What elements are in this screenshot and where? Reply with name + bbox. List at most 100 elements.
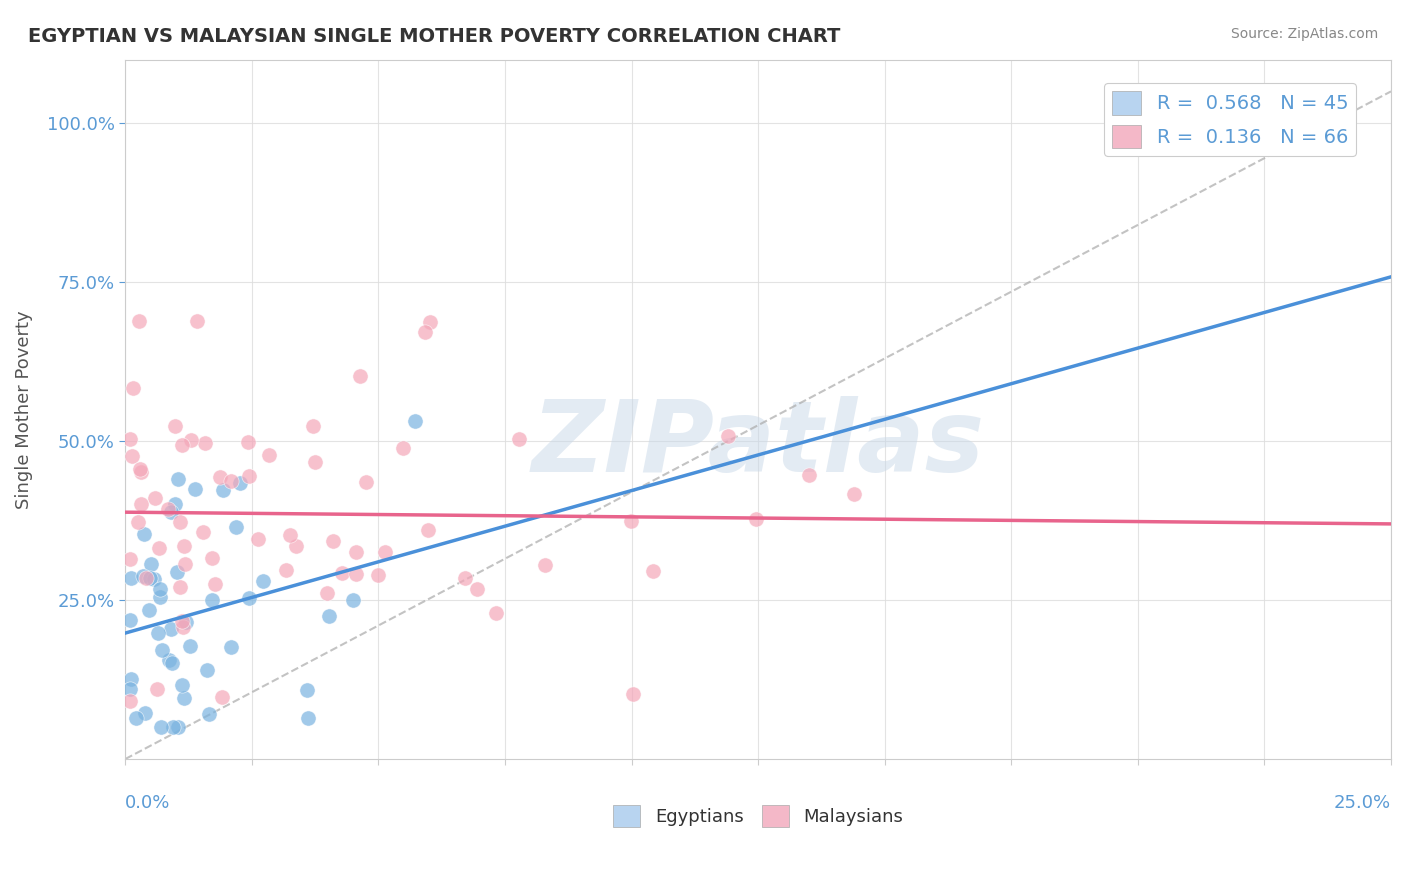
Point — [194, 435, 217, 450]
Point — [157, 653, 180, 667]
Point — [211, 690, 233, 704]
Point — [173, 691, 195, 706]
Point — [121, 381, 143, 395]
Point — [297, 682, 319, 697]
Point — [139, 571, 162, 585]
Point — [120, 433, 142, 447]
Point — [172, 614, 194, 628]
Point — [416, 523, 439, 537]
Point — [367, 567, 389, 582]
Point — [318, 609, 340, 624]
Point — [160, 656, 183, 670]
Point — [276, 563, 298, 577]
Point — [169, 515, 191, 529]
Point — [180, 434, 202, 448]
Point — [186, 314, 208, 328]
Point — [167, 472, 190, 486]
Point — [174, 557, 197, 571]
Point — [173, 539, 195, 553]
Point — [148, 626, 170, 640]
Point — [165, 419, 187, 434]
Point — [132, 527, 155, 541]
Point — [179, 639, 201, 653]
Point — [150, 643, 173, 657]
Point — [229, 475, 252, 490]
Point — [641, 564, 664, 578]
Point — [139, 558, 162, 572]
Point — [174, 615, 197, 629]
Point — [146, 681, 169, 696]
Point — [302, 419, 325, 434]
Point — [315, 586, 337, 600]
Text: ZIPatlas: ZIPatlas — [531, 396, 984, 492]
Point — [129, 465, 152, 479]
Point — [404, 414, 426, 428]
Point — [453, 570, 475, 584]
Point — [132, 569, 155, 583]
Point — [259, 448, 281, 462]
Point — [148, 541, 170, 556]
Point — [252, 574, 274, 589]
Point — [797, 467, 820, 482]
Point — [128, 461, 150, 475]
Point — [485, 606, 508, 620]
Point — [212, 483, 235, 497]
Point — [157, 502, 180, 516]
Point — [533, 558, 555, 572]
Point — [374, 544, 396, 558]
Point — [198, 706, 221, 721]
Point — [120, 551, 142, 566]
Point — [219, 640, 242, 654]
Point — [163, 497, 186, 511]
Point — [172, 620, 194, 634]
Point — [322, 534, 344, 549]
Point — [149, 590, 172, 604]
Point — [204, 577, 226, 591]
Point — [349, 368, 371, 383]
Point — [236, 434, 259, 449]
Point — [149, 720, 172, 734]
Point — [621, 687, 644, 701]
Point — [238, 469, 260, 483]
Point — [120, 571, 142, 585]
Point — [184, 482, 207, 496]
Point — [304, 455, 326, 469]
Point — [120, 613, 142, 627]
Point — [342, 593, 364, 607]
Point — [134, 706, 156, 721]
Point — [246, 532, 269, 546]
Point — [225, 520, 247, 534]
Point — [120, 672, 142, 686]
Point — [120, 693, 142, 707]
Point — [413, 325, 436, 339]
Point — [195, 663, 218, 677]
Text: Source: ZipAtlas.com: Source: ZipAtlas.com — [1230, 27, 1378, 41]
Point — [145, 491, 167, 505]
Point — [138, 603, 160, 617]
Point — [201, 550, 224, 565]
Legend: Egyptians, Malaysians: Egyptians, Malaysians — [606, 797, 910, 834]
Point — [208, 470, 231, 484]
Point — [160, 505, 183, 519]
Point — [344, 567, 367, 582]
Point — [842, 487, 865, 501]
Point — [745, 512, 768, 526]
Point — [166, 566, 188, 580]
Point — [467, 582, 489, 596]
Point — [127, 515, 149, 529]
Point — [330, 566, 353, 580]
Y-axis label: Single Mother Poverty: Single Mother Poverty — [15, 310, 32, 508]
Point — [238, 591, 260, 606]
Point — [128, 313, 150, 327]
Point — [129, 497, 152, 511]
Point — [160, 622, 183, 636]
Point — [278, 528, 301, 542]
Text: 0.0%: 0.0% — [125, 794, 170, 812]
Point — [135, 571, 157, 585]
Point — [170, 677, 193, 691]
Point — [120, 681, 142, 696]
Point — [419, 315, 441, 329]
Point — [193, 525, 215, 540]
Point — [172, 438, 194, 452]
Point — [219, 474, 242, 488]
